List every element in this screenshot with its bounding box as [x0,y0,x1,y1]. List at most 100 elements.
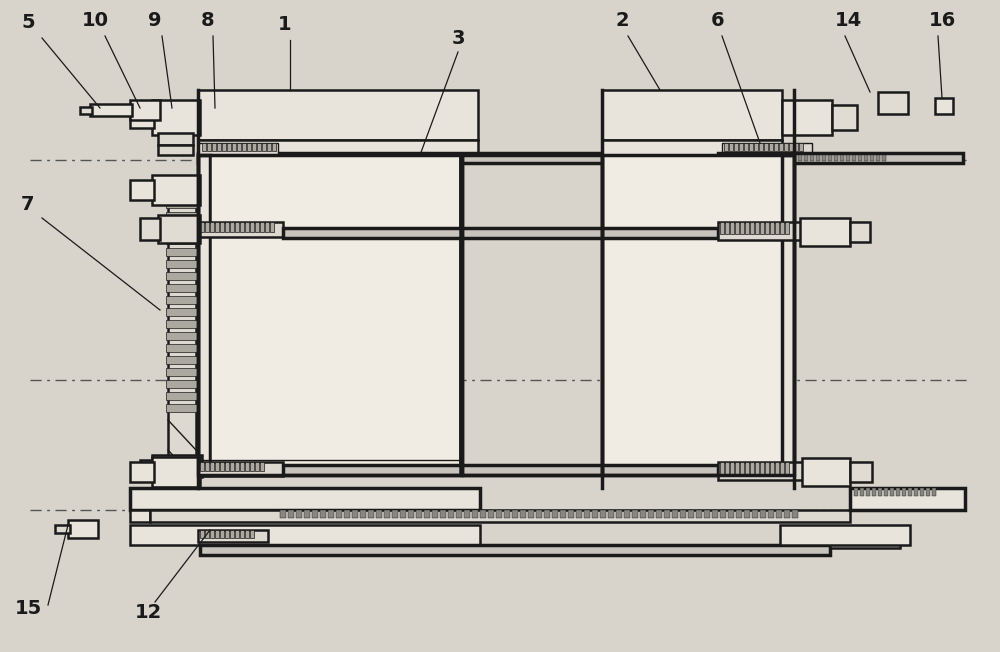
Bar [752,510,758,518]
Bar [272,143,276,151]
Bar [878,488,882,496]
Bar [220,530,224,538]
Bar [198,462,283,476]
Bar [846,155,850,161]
Bar [215,530,219,538]
Bar [798,155,802,161]
Bar [640,510,646,518]
Bar [232,143,236,151]
Bar [847,530,851,542]
Text: 15: 15 [14,599,42,617]
Bar [198,155,462,475]
Bar [166,224,198,232]
Bar [730,462,734,474]
Bar [762,155,766,161]
Bar [935,98,953,114]
Bar [735,222,739,234]
Bar [544,510,550,518]
Bar [227,143,231,151]
Bar [360,510,366,518]
Bar [850,462,872,482]
Text: 9: 9 [148,10,162,29]
Bar [782,100,832,135]
Bar [867,530,871,542]
Bar [205,222,209,232]
Bar [680,510,686,518]
Bar [212,143,216,151]
Bar [850,488,965,510]
Bar [432,510,438,518]
Bar [166,248,198,256]
Bar [785,462,789,474]
Bar [166,392,198,400]
Bar [720,222,724,234]
Bar [774,155,778,161]
Bar [749,143,753,151]
Bar [722,143,812,155]
Bar [328,510,334,518]
Bar [280,510,286,518]
Bar [857,530,861,542]
Bar [528,510,534,518]
Bar [496,510,502,518]
Bar [392,510,398,518]
Bar [225,222,229,232]
Bar [152,457,200,487]
Bar [816,155,820,161]
Bar [775,222,779,234]
Bar [512,510,518,518]
Bar [130,100,160,120]
Bar [152,175,200,205]
Bar [890,488,894,496]
Bar [672,510,678,518]
Bar [718,148,738,168]
Bar [424,510,430,518]
Bar [235,530,239,538]
Bar [830,530,900,548]
Bar [408,510,414,518]
Bar [560,510,566,518]
Bar [552,510,558,518]
Bar [205,462,209,471]
Bar [914,488,918,496]
Bar [166,296,198,304]
Bar [265,222,269,232]
Bar [260,222,264,232]
Bar [245,530,249,538]
Bar [774,143,778,151]
Bar [616,510,622,518]
Bar [738,155,742,161]
Bar [725,222,729,234]
Bar [368,510,374,518]
Bar [130,510,150,522]
Bar [768,510,774,518]
Bar [760,510,766,518]
Bar [688,510,694,518]
Bar [608,510,614,518]
Bar [130,525,480,545]
Bar [732,155,736,161]
Bar [802,458,850,486]
Bar [784,143,788,151]
Bar [862,530,866,542]
Bar [245,222,249,232]
Bar [745,462,749,474]
Bar [736,510,742,518]
Bar [140,218,160,240]
Bar [728,510,734,518]
Bar [384,510,390,518]
Bar [158,145,193,155]
Bar [140,460,155,472]
Text: 1: 1 [278,16,292,35]
Bar [735,462,739,474]
Bar [480,510,486,518]
Bar [166,380,198,388]
Bar [198,90,478,140]
Bar [852,530,856,542]
Bar [130,488,480,510]
Bar [876,155,880,161]
Bar [810,155,814,161]
Bar [90,104,132,116]
Bar [296,510,302,518]
Bar [250,462,254,471]
